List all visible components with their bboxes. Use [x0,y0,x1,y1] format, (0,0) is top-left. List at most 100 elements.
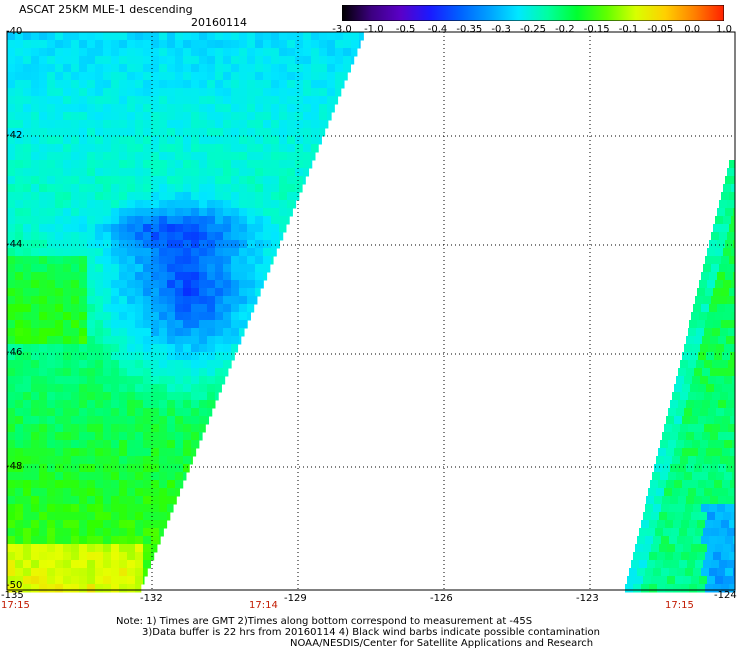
swath-cell [87,240,96,249]
swath-cell [207,160,216,169]
swath-cell [127,408,136,417]
swath-cell [135,480,144,489]
swath-cell [731,576,736,585]
swath-cell [55,360,64,369]
swath-cell [71,112,80,121]
swath-cell [151,104,160,113]
swath-cell [127,520,136,529]
swath-cell [311,32,320,41]
swath-cell [287,184,296,193]
swath-cell [721,320,730,329]
swath-cell [127,448,136,457]
swath-cell [669,504,678,513]
swath-cell [103,136,112,145]
swath-cell [119,288,128,297]
swath-cell [295,64,304,73]
swath-cell [215,304,224,313]
swath-cell [71,216,80,225]
swath-cell [678,496,687,505]
swath-cell [725,504,734,513]
swath-cell [127,152,136,161]
swath-cell [135,544,144,553]
swath-cell [175,288,184,297]
swath-cell [215,312,224,321]
swath-cell [119,88,128,97]
swath-cell [696,488,705,497]
swath-cell [135,144,144,153]
swath-cell [191,304,200,313]
swath-cell [645,536,654,545]
swath-cell [95,144,104,153]
swath-cell [79,272,88,281]
swath-cell [31,352,40,361]
swath-cell [719,264,728,273]
swath-cell [23,504,32,513]
swath-cell [263,96,272,105]
swath-cell [670,432,679,441]
swath-cell [183,240,192,249]
swath-cell [633,552,642,561]
swath-cell [31,48,40,57]
swath-cell [87,472,96,481]
swath-cell [167,200,176,209]
swath-cell [7,384,16,393]
swath-cell [641,584,650,593]
swath-cell [55,120,64,129]
swath-cell [223,160,232,169]
swath-cell [39,560,48,569]
swath-cell [295,192,300,201]
swath-cell [111,336,120,345]
swath-cell [103,200,112,209]
swath-cell [183,392,192,401]
swath-cell [79,336,88,345]
swath-cell [175,272,184,281]
swath-cell [127,264,136,273]
swath-cell [39,256,48,265]
swath-cell [207,336,216,345]
swath-cell [718,464,727,473]
swath-cell [95,128,104,137]
swath-cell [652,472,661,481]
swath-cell [39,304,48,313]
swath-cell [15,160,24,169]
swath-cell [271,144,280,153]
swath-cell [47,488,56,497]
swath-cell [287,40,296,49]
swath-cell [127,480,136,489]
swath-cell [668,440,677,449]
swath-cell [95,496,104,505]
swath-cell [55,336,64,345]
swath-cell [730,352,736,361]
swath-cell [23,416,32,425]
swath-cell [159,104,168,113]
swath-cell [23,256,32,265]
swath-cell [23,552,32,561]
swath-cell [143,456,152,465]
swath-cell [151,296,160,305]
swath-cell [215,152,224,161]
swath-cell [7,416,16,425]
swath-cell [731,280,736,289]
swath-cell [143,336,152,345]
swath-cell [15,424,24,433]
swath-cell [119,296,128,305]
swath-cell [231,264,240,273]
swath-cell [191,360,200,369]
swath-cell [311,48,320,57]
swath-cell [287,120,296,129]
swath-cell [7,584,16,593]
swath-cell [111,256,120,265]
swath-cell [103,240,112,249]
swath-cell [135,552,144,561]
swath-cell [167,392,176,401]
swath-cell [247,272,256,281]
swath-cell [303,72,312,81]
swath-cell [71,288,80,297]
swath-cell [15,80,24,89]
swath-cell [335,80,344,89]
swath-cell [95,248,104,257]
swath-cell [63,280,72,289]
swath-cell [159,120,168,129]
swath-cell [183,296,192,305]
swath-cell [693,568,702,577]
